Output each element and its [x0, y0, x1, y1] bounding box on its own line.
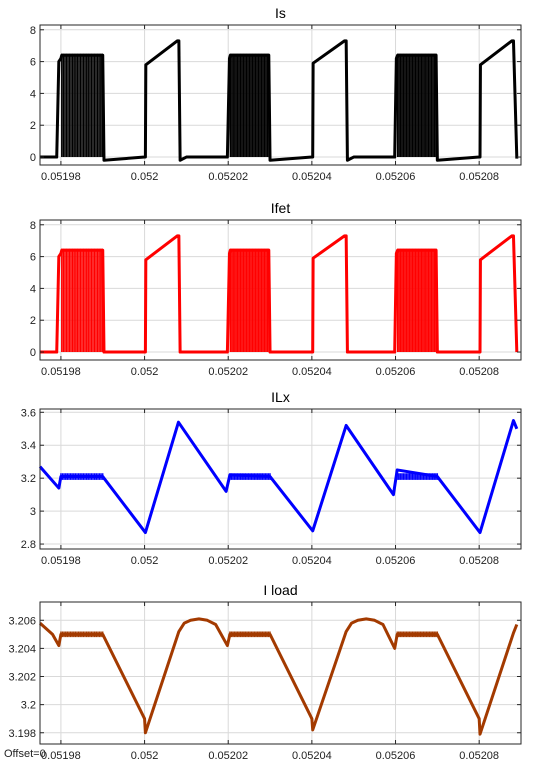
panel-title: ILx: [271, 389, 290, 405]
x-tick-label: 0.05204: [292, 366, 332, 378]
y-tick-label: 2.8: [21, 539, 36, 551]
plot-frame: [39, 24, 522, 166]
plot-area: [40, 220, 521, 360]
plot-frame: [39, 408, 522, 550]
x-tick-label: 0.05198: [41, 750, 81, 762]
y-tick-label: 0: [30, 152, 36, 164]
series-line: [40, 39, 519, 162]
y-tick-label: 3.2: [21, 700, 36, 712]
y-tick-label: 3.6: [21, 407, 36, 419]
ripple-band: [229, 53, 270, 158]
panel-title: I load: [263, 582, 297, 598]
x-tick-label: 0.052: [131, 555, 159, 567]
x-tick-label: 0.05206: [376, 750, 416, 762]
x-tick-label: 0.05206: [376, 555, 416, 567]
panel-title: Is: [275, 5, 286, 21]
y-tick-label: 3.204: [8, 643, 36, 655]
y-tick-label: 0: [30, 347, 36, 359]
offset-label: Offset=0: [4, 748, 46, 760]
y-tick-label: 4: [30, 283, 36, 295]
x-tick-label: 0.05206: [376, 366, 416, 378]
plot-area: [40, 409, 521, 549]
plot-frame: [39, 219, 522, 361]
x-tick-label: 0.05208: [459, 171, 499, 183]
x-tick-label: 0.052: [131, 750, 159, 762]
plot-frame: [39, 601, 522, 745]
x-tick-label: 0.05202: [208, 750, 248, 762]
y-tick-label: 3.198: [8, 728, 36, 740]
y-tick-label: 3: [30, 506, 36, 518]
y-tick-label: 3.206: [8, 615, 36, 627]
x-tick-label: 0.05202: [208, 366, 248, 378]
x-tick-label: 0.05204: [292, 555, 332, 567]
series-line: [38, 617, 519, 736]
panel-title: Ifet: [271, 200, 291, 216]
panel-4: I load 0.05198 0.052 0.05202 0.05204 0.05206 0…: [8, 582, 522, 762]
ripple-band: [229, 248, 270, 353]
panel-3: ILx 0.05198 0.052 0.05202 0.05204 0.05206 0.05…: [21, 389, 522, 567]
y-tick-label: 8: [30, 25, 36, 37]
x-tick-label: 0.05208: [459, 366, 499, 378]
series-line: [40, 234, 519, 354]
y-tick-label: 2: [30, 120, 36, 132]
x-tick-label: 0.05198: [41, 171, 81, 183]
x-tick-label: 0.05202: [208, 555, 248, 567]
y-tick-label: 3.4: [21, 440, 36, 452]
ripple-band: [61, 248, 104, 353]
x-tick-label: 0.052: [131, 366, 159, 378]
x-tick-label: 0.05204: [292, 171, 332, 183]
x-tick-label: 0.05208: [459, 555, 499, 567]
y-tick-label: 3.202: [8, 672, 36, 684]
series-line: [38, 419, 519, 535]
ripple-band: [396, 248, 437, 353]
y-tick-label: 2: [30, 315, 36, 327]
y-tick-label: 4: [30, 88, 36, 100]
x-tick-label: 0.05198: [41, 555, 81, 567]
ripple-band: [61, 53, 104, 158]
y-tick-label: 3.2: [21, 473, 36, 485]
y-tick-label: 8: [30, 220, 36, 232]
ripple-band: [396, 53, 437, 158]
x-tick-label: 0.05204: [292, 750, 332, 762]
x-tick-label: 0.05208: [459, 750, 499, 762]
panel-1: Is 0.05198 0.052 0.05202 0.05204 0.05206 0.052…: [30, 5, 522, 183]
y-tick-label: 6: [30, 57, 36, 69]
x-tick-label: 0.05198: [41, 366, 81, 378]
x-tick-label: 0.052: [131, 171, 159, 183]
plot-area: [40, 602, 521, 744]
panel-2: Ifet 0.05198 0.052 0.05202 0.05204 0.05206 0.0…: [30, 200, 522, 378]
x-tick-label: 0.05202: [208, 171, 248, 183]
x-tick-label: 0.05206: [376, 171, 416, 183]
y-tick-label: 6: [30, 252, 36, 264]
plot-area: [40, 25, 521, 165]
